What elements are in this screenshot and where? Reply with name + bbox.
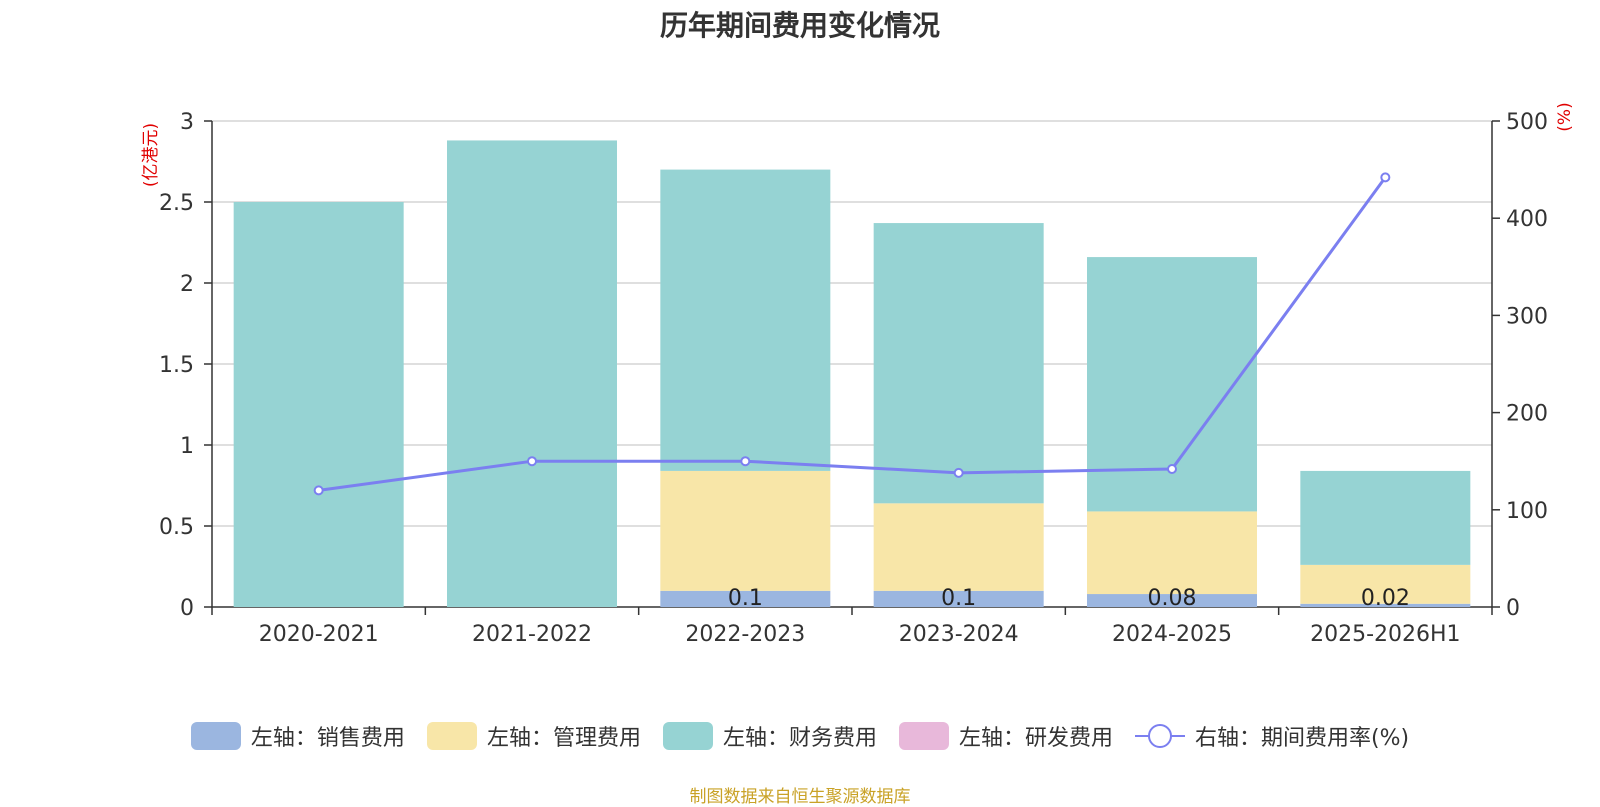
rate-point <box>1167 463 1177 474</box>
rate-line <box>318 176 1387 492</box>
right-axis-tick-label: 500 <box>1506 110 1548 135</box>
right-axis-tick-label: 100 <box>1506 499 1548 524</box>
left-axis-tick-label: 2 <box>180 272 194 297</box>
bar-data-label: 0.02 <box>1361 586 1410 611</box>
x-axis-tick-label: 2025-2026H1 <box>1310 622 1460 647</box>
legend-swatch-finance <box>662 722 713 750</box>
legend-swatch-rnd <box>898 722 949 750</box>
rate-point <box>953 467 964 478</box>
bar-segment <box>1300 470 1471 565</box>
legend-label-admin: 左轴：管理费用 <box>486 726 641 751</box>
bar-segment <box>447 140 617 607</box>
legend-item-sales[interactable]: 左轴：销售费用 <box>190 720 405 752</box>
bar-data-label: 0.08 <box>1148 586 1197 611</box>
bar-segment <box>660 590 831 607</box>
legend-swatch-sales <box>190 722 241 750</box>
bar-segment <box>660 169 831 471</box>
legend-label-rnd: 左轴：研发费用 <box>958 726 1113 751</box>
right-axis-unit-label: (%) <box>1555 102 1575 131</box>
bar-data-label: 0.1 <box>941 586 976 611</box>
bar-segment <box>873 590 1044 607</box>
x-axis-tick-label: 2024-2025 <box>1112 622 1232 647</box>
bar-data-label: 0.1 <box>728 586 763 611</box>
bar-segment <box>660 470 831 591</box>
left-axis-tick-label: 1.5 <box>159 353 194 378</box>
right-axis-tick-label: 300 <box>1506 304 1548 329</box>
bar-segment <box>1087 594 1257 607</box>
left-axis-tick-label: 2.5 <box>159 191 194 216</box>
right-axis-tick-label: 400 <box>1506 207 1548 232</box>
x-axis-tick-label: 2022-2023 <box>685 622 805 647</box>
x-axis-tick-label: 2020-2021 <box>259 622 379 647</box>
left-axis-tick-label: 0 <box>180 596 194 621</box>
right-axis-tick-label: 0 <box>1506 596 1520 621</box>
bar-segment <box>873 223 1044 504</box>
legend-label-finance: 左轴：财务费用 <box>722 726 877 751</box>
left-axis-tick-label: 1 <box>180 434 194 459</box>
legend-swatch-rate <box>1134 724 1185 748</box>
bar-segment <box>1300 603 1471 607</box>
rate-point <box>740 456 751 467</box>
x-axis-tick-label: 2023-2024 <box>899 622 1019 647</box>
rate-point <box>1380 172 1391 183</box>
bar-segment <box>873 503 1044 591</box>
source-note: 制图数据来自恒生聚源数据库 <box>689 787 911 807</box>
legend-item-finance[interactable]: 左轴：财务费用 <box>662 720 877 752</box>
rate-point <box>527 456 537 467</box>
x-axis-tick-label: 2021-2022 <box>472 622 592 647</box>
legend-item-rate[interactable]: 右轴：期间费用率(%) <box>1134 720 1410 752</box>
chart-canvas: 0 0.5 1 1.5 2 2.5 3 0 100 200 300 400 500 (亿港元) (%) 202… <box>141 102 1575 647</box>
legend-label-rate: 右轴：期间费用率(%) <box>1194 726 1410 751</box>
bar-segment <box>1300 564 1471 604</box>
left-axis-unit-label: (亿港元) <box>141 123 161 187</box>
chart-title: 历年期间费用变化情况 <box>659 9 940 42</box>
left-axis-tick-label: 0.5 <box>159 515 194 540</box>
bar-segment <box>1087 511 1257 595</box>
bar-segment <box>233 202 404 607</box>
right-axis-tick-label: 200 <box>1506 402 1548 427</box>
legend-item-admin[interactable]: 左轴：管理费用 <box>426 720 641 752</box>
legend-item-rnd[interactable]: 左轴：研发费用 <box>898 720 1113 752</box>
legend: 左轴：销售费用 左轴：管理费用 左轴：财务费用 左轴：研发费用 右轴：期间费用率… <box>0 720 1600 752</box>
legend-label-sales: 左轴：销售费用 <box>250 726 405 751</box>
rate-point <box>313 485 324 496</box>
left-axis-tick-label: 3 <box>180 110 194 135</box>
legend-swatch-admin <box>426 722 477 750</box>
